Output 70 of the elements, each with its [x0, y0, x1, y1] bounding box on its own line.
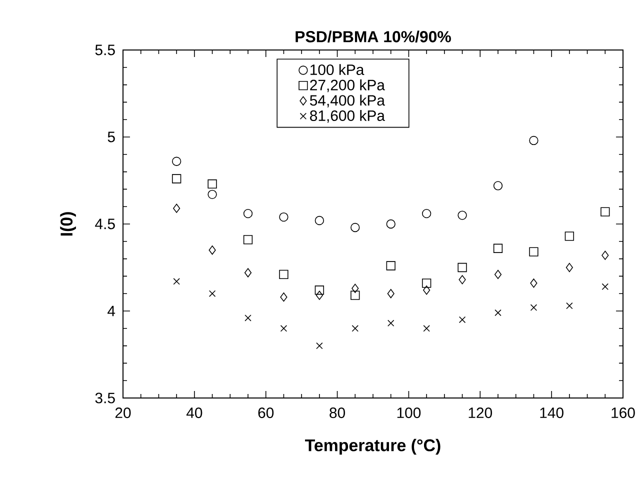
point [529, 247, 538, 256]
point [494, 309, 502, 316]
chart-title: PSD/PBMA 10%/90% [296, 30, 451, 42]
y-tick-label: 3.5 [95, 392, 115, 404]
point [602, 250, 609, 260]
point [244, 314, 252, 322]
x-tick-label: 60 [258, 407, 274, 418]
point [243, 235, 253, 244]
point [530, 278, 538, 288]
legend-label: 54,400 kPa [310, 94, 385, 108]
point [422, 278, 432, 288]
y-tick-label: 5 [108, 132, 115, 142]
x-tick-label: 80 [330, 407, 346, 418]
x-tick-label: 100 [397, 407, 421, 418]
x-tick-label: 20 [115, 407, 131, 418]
legend-label: 100 kPa [310, 64, 364, 76]
y-tick-label: 5.5 [95, 44, 115, 56]
point [350, 290, 360, 300]
point [243, 208, 253, 218]
point [172, 156, 182, 166]
point [423, 286, 430, 295]
point [458, 210, 467, 220]
point [493, 181, 503, 190]
point [173, 204, 180, 213]
point [458, 275, 466, 284]
x-tick-label: 160 [612, 407, 635, 418]
point [350, 222, 360, 232]
point [458, 316, 466, 324]
point [279, 212, 288, 222]
point [566, 302, 573, 310]
y-axis-title: I(0) [60, 212, 76, 236]
y-tick-label: 4.5 [95, 218, 115, 230]
point [173, 278, 180, 285]
point [208, 290, 216, 297]
point [529, 136, 538, 146]
point [386, 219, 396, 229]
point [352, 325, 359, 332]
point [352, 284, 359, 293]
point [600, 207, 610, 216]
point [387, 289, 394, 298]
x-tick-label: 140 [540, 407, 564, 418]
point [314, 216, 324, 226]
point [244, 268, 252, 278]
point [493, 244, 503, 253]
legend-label: 81,600 kPa [310, 110, 385, 123]
point [208, 190, 217, 199]
x-tick-label: 40 [186, 407, 202, 418]
point [388, 320, 394, 327]
point [314, 286, 324, 295]
point [172, 174, 182, 184]
point [280, 325, 288, 332]
point [494, 270, 502, 280]
point [566, 262, 573, 272]
point [316, 342, 323, 350]
point [386, 261, 396, 270]
point [422, 208, 432, 218]
legend-label: 27,200 kPa [310, 79, 385, 92]
point [279, 270, 288, 280]
point [458, 262, 467, 272]
point [280, 292, 288, 302]
y-tick-label: 4 [108, 306, 116, 316]
point [602, 283, 609, 290]
x-axis-title: Temperature (°C) [305, 438, 440, 455]
point [564, 232, 574, 241]
point [208, 179, 217, 189]
x-tick-label: 120 [468, 407, 492, 418]
point [208, 246, 216, 255]
point [423, 325, 430, 332]
point [316, 290, 323, 300]
point [530, 304, 538, 311]
